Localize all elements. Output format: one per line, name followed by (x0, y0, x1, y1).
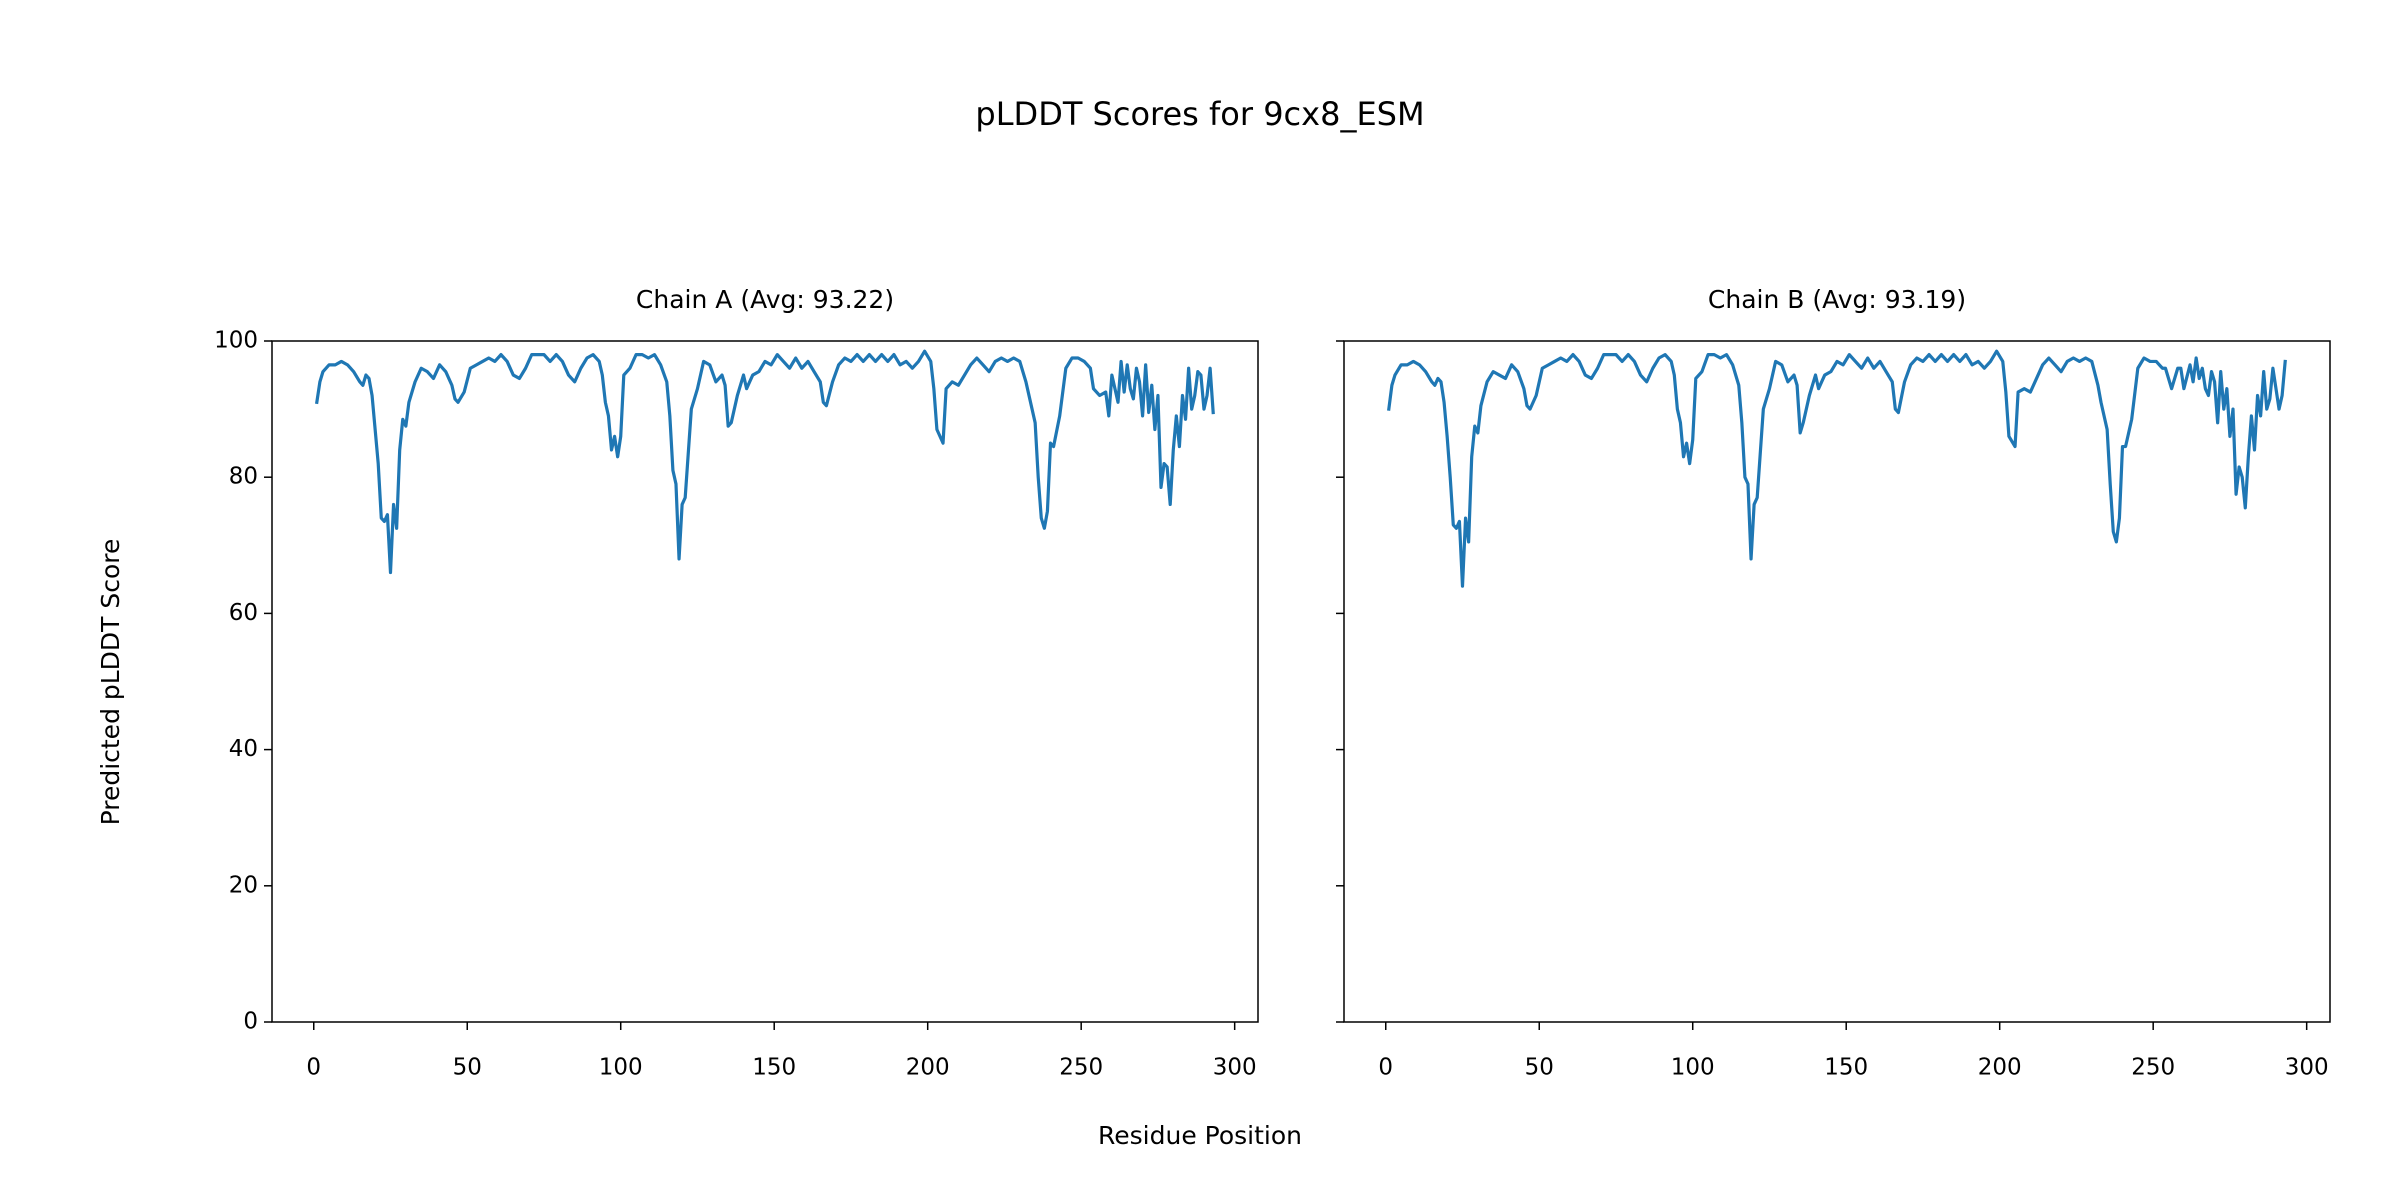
y-tick-label: 40 (229, 736, 258, 762)
x-tick-label: 250 (2131, 1055, 2175, 1081)
x-tick-label: 150 (752, 1055, 796, 1081)
x-tick-label: 200 (1978, 1055, 2022, 1081)
y-tick-label: 100 (214, 328, 258, 354)
x-tick-label: 300 (1213, 1055, 1257, 1081)
figure-title: pLDDT Scores for 9cx8_ESM (975, 95, 1424, 133)
x-tick-label: 50 (1525, 1055, 1554, 1081)
x-tick-label: 150 (1824, 1055, 1868, 1081)
axes-frame (1343, 340, 2331, 1023)
x-tick-label: 250 (1059, 1055, 1103, 1081)
x-tick-label: 300 (2285, 1055, 2329, 1081)
x-tick-label: 200 (906, 1055, 950, 1081)
chart-title: Chain B (Avg: 93.19) (1708, 285, 1966, 314)
x-tick-label: 50 (453, 1055, 482, 1081)
x-axis-label: Residue Position (1098, 1121, 1302, 1150)
axes-frame (271, 340, 1259, 1023)
y-tick-label: 80 (229, 464, 258, 490)
x-tick-label: 0 (1378, 1055, 1393, 1081)
y-tick-label: 20 (229, 872, 258, 898)
y-tick-label: 0 (243, 1009, 258, 1035)
x-tick-label: 100 (1671, 1055, 1715, 1081)
x-tick-label: 100 (599, 1055, 643, 1081)
y-axis-label: Predicted pLDDT Score (96, 539, 125, 826)
x-tick-label: 0 (306, 1055, 321, 1081)
y-tick-label: 60 (229, 600, 258, 626)
chart-title: Chain A (Avg: 93.22) (636, 285, 894, 314)
data-line (315, 349, 1215, 575)
data-line (1387, 349, 2287, 588)
